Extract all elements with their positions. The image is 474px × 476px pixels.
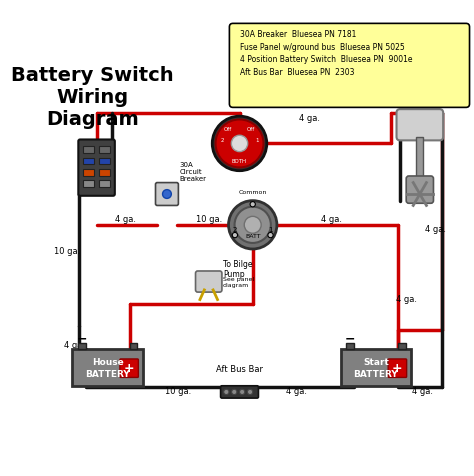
FancyBboxPatch shape xyxy=(196,271,222,292)
Bar xyxy=(99,169,110,176)
Text: Start: Start xyxy=(363,358,389,367)
Circle shape xyxy=(244,216,261,233)
Text: 1: 1 xyxy=(255,138,259,143)
Circle shape xyxy=(231,135,248,152)
Bar xyxy=(99,146,110,153)
Text: See panel
diagram: See panel diagram xyxy=(223,278,254,288)
Text: BATTERY: BATTERY xyxy=(354,370,398,379)
FancyBboxPatch shape xyxy=(388,359,407,377)
Bar xyxy=(398,343,406,349)
Bar xyxy=(83,146,94,153)
Bar xyxy=(83,158,94,164)
Bar xyxy=(416,137,423,181)
Text: 2: 2 xyxy=(232,227,237,233)
Circle shape xyxy=(247,389,253,395)
Text: 10 ga.: 10 ga. xyxy=(196,215,222,224)
FancyBboxPatch shape xyxy=(73,349,143,387)
Circle shape xyxy=(224,389,229,395)
Circle shape xyxy=(232,389,237,395)
Bar xyxy=(99,180,110,187)
Bar xyxy=(83,169,94,176)
Text: 30A Breaker  Bluesea PN 7181
Fuse Panel w/ground bus  Bluesea PN 5025
4 Position: 30A Breaker Bluesea PN 7181 Fuse Panel w… xyxy=(239,30,412,77)
Circle shape xyxy=(216,119,264,168)
Text: BATTERY: BATTERY xyxy=(85,370,130,379)
Bar xyxy=(129,343,137,349)
Text: +: + xyxy=(124,362,135,375)
Text: 4 ga.: 4 ga. xyxy=(411,387,433,397)
Bar xyxy=(99,158,110,164)
Text: 10 ga.: 10 ga. xyxy=(165,387,191,397)
Text: +: + xyxy=(392,362,403,375)
FancyBboxPatch shape xyxy=(78,139,115,196)
FancyBboxPatch shape xyxy=(229,23,470,108)
Bar xyxy=(78,343,86,349)
Text: 2: 2 xyxy=(220,138,224,143)
Text: House: House xyxy=(91,358,123,367)
FancyBboxPatch shape xyxy=(220,386,258,398)
Circle shape xyxy=(228,200,277,249)
Text: To Bilge
Pump: To Bilge Pump xyxy=(223,260,252,279)
Text: Aft Bus Bar: Aft Bus Bar xyxy=(216,366,263,374)
Circle shape xyxy=(250,202,255,207)
Text: 1: 1 xyxy=(269,227,273,233)
Text: 4 ga.: 4 ga. xyxy=(64,341,85,350)
Text: BOTH: BOTH xyxy=(232,159,247,164)
Text: BATT: BATT xyxy=(245,234,261,239)
Text: 4 ga.: 4 ga. xyxy=(425,225,446,234)
Text: 4 ga.: 4 ga. xyxy=(321,215,342,224)
FancyBboxPatch shape xyxy=(406,176,433,203)
Circle shape xyxy=(163,189,171,198)
Bar xyxy=(83,180,94,187)
Text: Common: Common xyxy=(238,190,267,195)
FancyBboxPatch shape xyxy=(397,109,443,140)
Circle shape xyxy=(212,116,267,171)
Circle shape xyxy=(268,232,273,238)
Text: 30A
Circuit
Breaker: 30A Circuit Breaker xyxy=(179,162,206,182)
Text: −: − xyxy=(345,333,355,346)
Text: Battery Switch
Wiring
Diagram: Battery Switch Wiring Diagram xyxy=(11,67,173,129)
Text: 4 ga.: 4 ga. xyxy=(115,215,136,224)
Bar xyxy=(346,343,354,349)
Text: 4 ga.: 4 ga. xyxy=(396,295,417,304)
Circle shape xyxy=(239,389,245,395)
Circle shape xyxy=(232,232,237,238)
Text: 4 ga.: 4 ga. xyxy=(398,121,419,130)
Text: 10 ga.: 10 ga. xyxy=(54,247,80,256)
FancyBboxPatch shape xyxy=(120,359,138,377)
Circle shape xyxy=(235,207,271,243)
Text: −: − xyxy=(76,333,87,346)
Text: 4 ga.: 4 ga. xyxy=(300,114,320,123)
FancyBboxPatch shape xyxy=(341,349,411,387)
Text: Off: Off xyxy=(224,128,232,132)
FancyBboxPatch shape xyxy=(155,183,178,206)
Text: Off: Off xyxy=(247,128,255,132)
Text: 4 ga.: 4 ga. xyxy=(286,387,307,397)
